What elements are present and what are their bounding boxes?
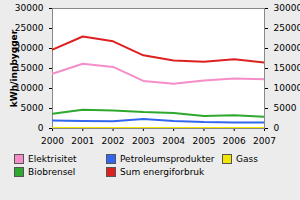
html-text:Gass: Gass xyxy=(236,154,258,164)
svg-text:2001: 2001 xyxy=(71,136,94,146)
svg-text:5000: 5000 xyxy=(274,103,297,113)
html-text:Petroleumsprodukter: Petroleumsprodukter xyxy=(120,154,215,164)
svg-text:2004: 2004 xyxy=(162,136,185,146)
svg-text:15000: 15000 xyxy=(15,63,44,73)
svg-text:5000: 5000 xyxy=(21,103,44,113)
svg-text:25000: 25000 xyxy=(15,23,44,33)
svg-text:20000: 20000 xyxy=(274,43,300,53)
svg-text:10000: 10000 xyxy=(15,83,44,93)
html-text:Biobrensel: Biobrensel xyxy=(28,167,76,177)
svg-text:0: 0 xyxy=(274,123,280,133)
svg-text:2002: 2002 xyxy=(102,136,125,146)
svg-text:2005: 2005 xyxy=(192,136,215,146)
html-text:Elektrisitet: Elektrisitet xyxy=(28,154,77,164)
svg-text:15000: 15000 xyxy=(274,63,300,73)
svg-text:30000: 30000 xyxy=(15,3,44,13)
svg-text:2003: 2003 xyxy=(132,136,155,146)
svg-text:2006: 2006 xyxy=(223,136,246,146)
html-text:Sum energiforbruk: Sum energiforbruk xyxy=(120,167,205,177)
svg-text:0: 0 xyxy=(38,123,44,133)
svg-text:2000: 2000 xyxy=(41,136,64,146)
svg-text:30000: 30000 xyxy=(274,3,300,13)
svg-text:25000: 25000 xyxy=(274,23,300,33)
svg-text:20000: 20000 xyxy=(15,43,44,53)
svg-text:kWh/innbygger: kWh/innbygger xyxy=(9,29,19,107)
svg-text:2007: 2007 xyxy=(253,136,276,146)
svg-text:10000: 10000 xyxy=(274,83,300,93)
